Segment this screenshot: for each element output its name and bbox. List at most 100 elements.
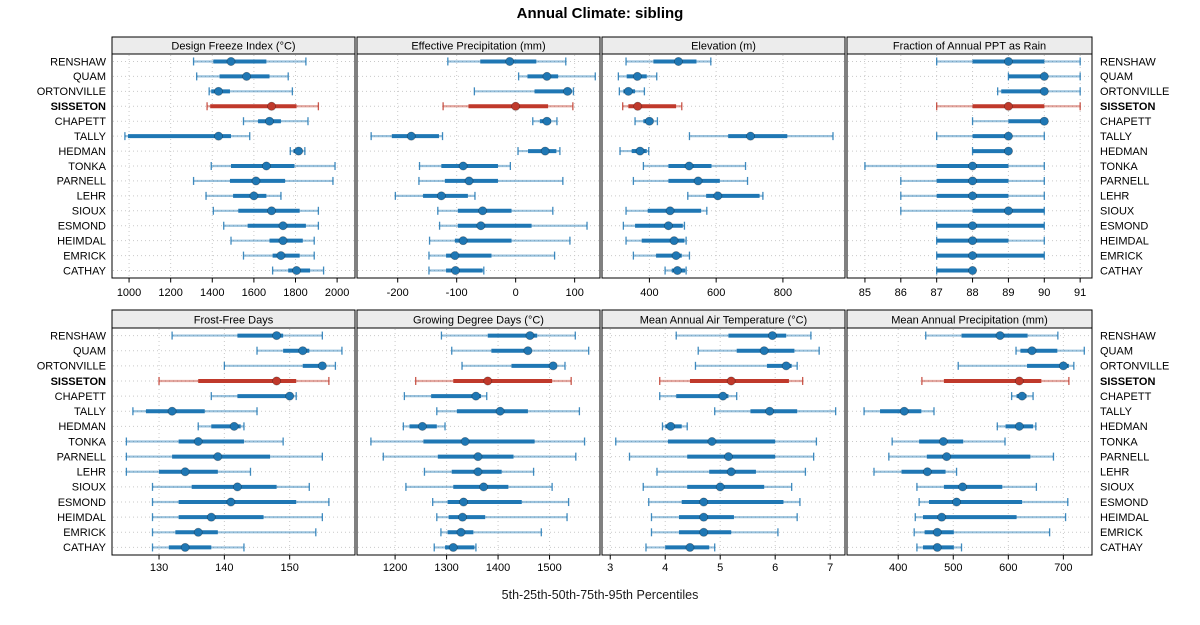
- panel-title: Design Freeze Index (°C): [171, 41, 295, 53]
- median-dot: [746, 131, 756, 141]
- median-dot: [968, 191, 978, 201]
- axis-tick-label: 87: [931, 287, 943, 299]
- percentiles-emrick: [632, 251, 691, 261]
- median-dot: [495, 406, 505, 416]
- percentiles-sisseton: [206, 101, 320, 111]
- median-dot: [1014, 421, 1024, 431]
- median-dot: [1027, 346, 1037, 356]
- median-dot: [180, 467, 190, 477]
- percentiles-esmond: [918, 497, 1069, 507]
- percentiles-quam: [256, 346, 343, 356]
- station-label-right-lehr: LEHR: [1100, 191, 1129, 203]
- percentiles-cathay: [664, 266, 687, 276]
- median-dot: [1003, 146, 1013, 156]
- panel-title: Elevation (m): [691, 41, 756, 53]
- station-label-right-tonka: TONKA: [1100, 161, 1138, 173]
- median-dot: [968, 161, 978, 171]
- axis-tick-label: 86: [895, 287, 907, 299]
- station-label-left-tonka: TONKA: [68, 436, 106, 448]
- percentiles-chapett: [971, 116, 1049, 126]
- percentiles-hedman: [619, 146, 650, 156]
- axis-tick-label: 400: [889, 562, 907, 574]
- axis-tick-label: 1600: [242, 287, 266, 299]
- median-dot: [942, 452, 952, 462]
- percentiles-lehr: [656, 467, 807, 477]
- station-label-left-heimdal: HEIMDAL: [57, 512, 106, 524]
- median-dot: [272, 331, 282, 341]
- median-dot: [511, 101, 521, 111]
- percentiles-cathay: [936, 266, 978, 276]
- median-dot: [292, 266, 302, 276]
- median-dot: [417, 421, 427, 431]
- percentiles-sioux: [916, 482, 1038, 492]
- station-label-left-tally: TALLY: [74, 131, 107, 143]
- percentiles-tally: [714, 406, 837, 416]
- axis-tick-label: -200: [387, 287, 409, 299]
- median-dot: [968, 221, 978, 231]
- median-dot: [699, 512, 709, 522]
- median-dot: [448, 542, 458, 552]
- percentiles-heimdal: [650, 512, 798, 522]
- percentiles-renshaw: [925, 331, 1059, 341]
- station-label-left-emrick: EMRICK: [63, 250, 106, 262]
- axis-tick-label: 85: [859, 287, 871, 299]
- median-dot: [899, 406, 909, 416]
- percentiles-quam: [617, 71, 658, 81]
- panel-1: 1000 1200 1400 1600 1800 2000 Design Freeze In…: [111, 36, 356, 299]
- station-label-right-heimdal: HEIMDAL: [1100, 235, 1149, 247]
- median-dot: [267, 101, 277, 111]
- median-dot: [229, 421, 239, 431]
- station-label-right-cathay: CATHAY: [1100, 265, 1144, 277]
- panel-5: 130 140 150 Frost-Free Days: [111, 309, 356, 574]
- axis-tick-label: 400: [640, 287, 658, 299]
- percentiles-emrick: [440, 527, 542, 537]
- percentiles-heimdal: [625, 236, 687, 246]
- panel-2: -200 -100 0 100 Effective Precipitation (mm): [356, 36, 601, 299]
- percentiles-heimdal: [914, 512, 1067, 522]
- median-dot: [548, 361, 558, 371]
- percentiles-ortonville: [208, 86, 294, 96]
- median-dot: [298, 346, 308, 356]
- percentiles-emrick: [428, 251, 556, 261]
- percentiles-quam: [1015, 346, 1085, 356]
- station-label-left-sioux: SIOUX: [72, 206, 107, 218]
- station-label-left-chapett: CHAPETT: [55, 116, 107, 128]
- percentiles-esmond: [223, 221, 320, 231]
- percentiles-tally: [132, 406, 258, 416]
- panel-7: 3 4 5 6 7 Mean Annual Air Temperature (°C): [601, 309, 846, 574]
- station-label-right-cathay: CATHAY: [1100, 542, 1144, 554]
- percentiles-cathay: [151, 542, 245, 552]
- median-dot: [226, 56, 236, 66]
- percentiles-heimdal: [936, 236, 1045, 246]
- station-label-left-parnell: PARNELL: [57, 451, 106, 463]
- percentiles-parnell: [125, 452, 323, 462]
- percentiles-heimdal: [151, 512, 323, 522]
- percentiles-lehr: [394, 191, 476, 201]
- station-label-right-emrick: EMRICK: [1100, 527, 1143, 539]
- percentiles-chapett: [532, 116, 558, 126]
- percentiles-ortonville: [997, 86, 1081, 96]
- panel-title: Mean Annual Precipitation (mm): [891, 315, 1048, 327]
- axis-tick-label: 90: [1038, 287, 1050, 299]
- median-dot: [693, 176, 703, 186]
- percentiles-tonka: [418, 161, 511, 171]
- percentiles-ortonville: [618, 86, 646, 96]
- percentiles-renshaw: [936, 56, 1081, 66]
- station-label-left-tonka: TONKA: [68, 161, 106, 173]
- station-label-left-parnell: PARNELL: [57, 176, 106, 188]
- percentiles-sisseton: [415, 376, 572, 386]
- median-dot: [436, 191, 446, 201]
- median-dot: [525, 331, 535, 341]
- percentiles-cathay: [916, 542, 963, 552]
- station-label-right-chapett: CHAPETT: [1100, 391, 1152, 403]
- median-dot: [1039, 86, 1049, 96]
- percentiles-tonka: [891, 436, 1006, 446]
- station-label-left-ortonville: ORTONVILLE: [37, 361, 106, 373]
- panel-strip: [111, 36, 356, 55]
- percentiles-esmond: [151, 497, 330, 507]
- median-dot: [167, 406, 177, 416]
- station-label-right-tally: TALLY: [1100, 131, 1133, 143]
- percentiles-ortonville: [223, 361, 337, 371]
- percentiles-esmond: [936, 221, 1045, 231]
- percentiles-tonka: [642, 161, 747, 171]
